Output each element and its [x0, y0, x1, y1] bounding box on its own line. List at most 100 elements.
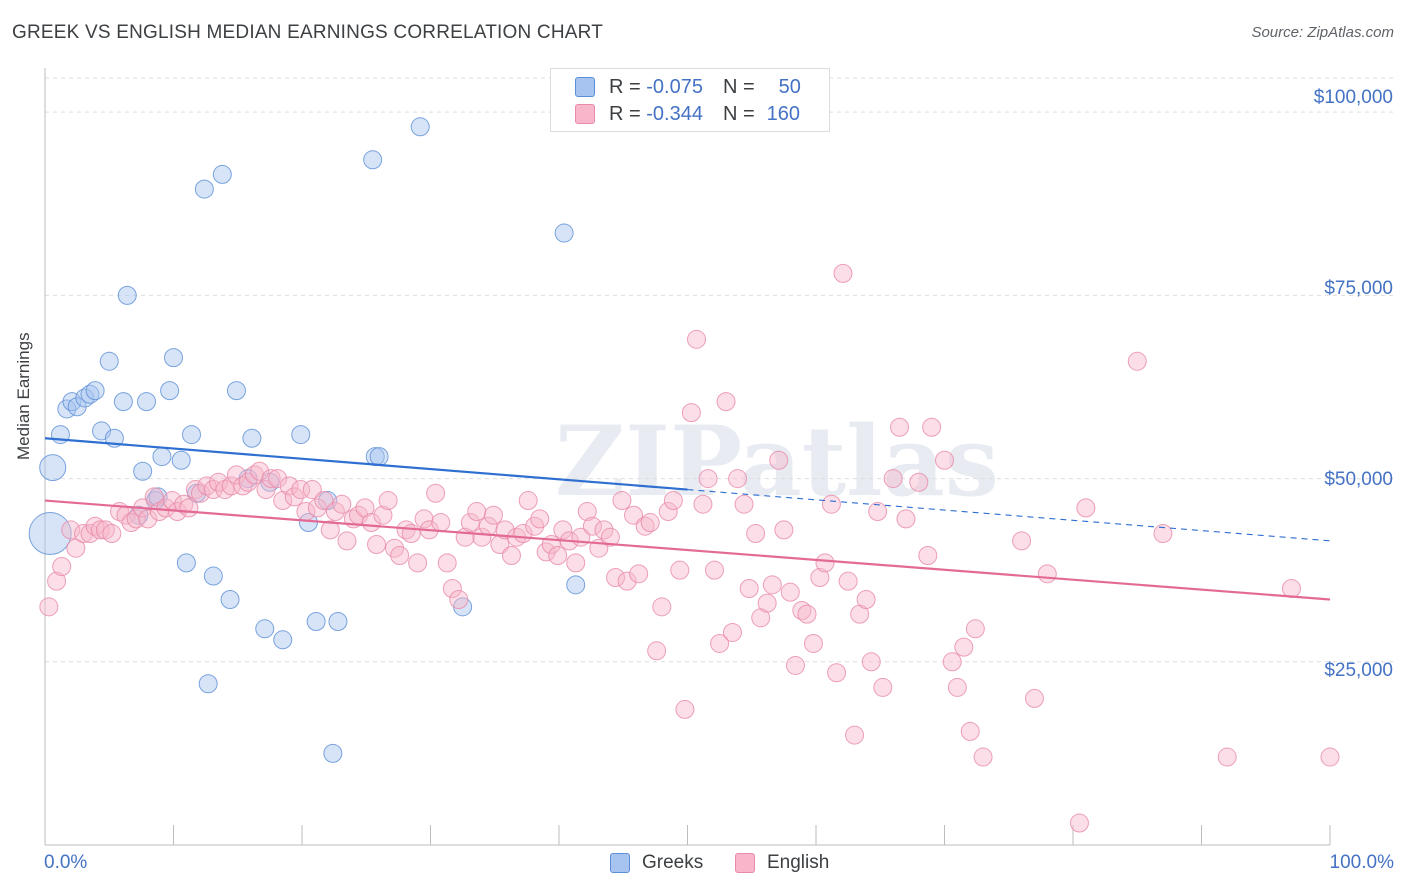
- english-point: [1012, 531, 1032, 551]
- greeks-point: [99, 351, 119, 371]
- english-point: [629, 564, 649, 584]
- english-point: [838, 571, 858, 591]
- greeks-point: [137, 392, 157, 412]
- y-tick-label-25000: $25,000: [1324, 660, 1393, 681]
- english-point: [332, 494, 352, 514]
- english-point: [302, 480, 322, 500]
- english-point: [757, 593, 777, 613]
- english-point: [408, 553, 428, 573]
- english-point: [635, 516, 655, 536]
- legend-english-r-value: -0.344: [646, 102, 703, 125]
- english-point: [624, 505, 644, 525]
- english-point: [815, 553, 835, 573]
- correlation-legend: R = -0.075 N = 50 R = -0.344 N = 160: [550, 68, 830, 132]
- english-point: [594, 520, 614, 540]
- english-point: [250, 461, 270, 481]
- english-point: [197, 476, 217, 496]
- english-point: [1076, 498, 1096, 518]
- english-point: [378, 491, 398, 511]
- english-point: [47, 571, 67, 591]
- english-point: [495, 520, 515, 540]
- english-point: [431, 513, 451, 533]
- y-tick-label-100000: $100,000: [1313, 87, 1393, 108]
- english-point: [373, 505, 393, 525]
- english-point: [325, 502, 345, 522]
- english-point: [467, 502, 487, 522]
- legend-r-label: R =: [609, 75, 641, 98]
- english-point: [652, 597, 672, 617]
- greeks-trend-extension: [687, 488, 1331, 542]
- english-point: [1217, 747, 1237, 767]
- greeks-point: [28, 512, 72, 556]
- english-point: [810, 568, 830, 588]
- greeks-point: [306, 611, 326, 631]
- english-point: [52, 557, 72, 577]
- english-point: [426, 483, 446, 503]
- english-point: [827, 663, 847, 683]
- english-point: [792, 600, 812, 620]
- english-point: [734, 494, 754, 514]
- english-point: [856, 589, 876, 609]
- english-point: [739, 578, 759, 598]
- greeks-point: [242, 428, 262, 448]
- greeks-point: [220, 589, 240, 609]
- english-point: [1069, 813, 1089, 833]
- english-point: [144, 487, 164, 507]
- english-trend-line: [44, 499, 1331, 601]
- english-point: [896, 509, 916, 529]
- english-point: [102, 524, 122, 544]
- english-point: [215, 480, 235, 500]
- greeks-point: [80, 384, 100, 404]
- english-point: [935, 450, 954, 470]
- english-point: [179, 498, 199, 518]
- english-point: [39, 597, 59, 617]
- legend-item-english: English: [735, 852, 829, 874]
- english-point: [530, 509, 550, 529]
- english-point: [780, 582, 800, 602]
- english-point: [314, 491, 334, 511]
- english-point: [640, 513, 660, 533]
- english-point: [918, 546, 938, 566]
- english-point: [566, 553, 586, 573]
- english-point: [238, 472, 258, 492]
- english-point: [126, 509, 146, 529]
- greeks-point: [164, 348, 183, 368]
- greeks-point: [113, 392, 133, 412]
- greeks-point: [62, 392, 82, 412]
- english-legend-icon: [735, 853, 755, 873]
- legend-greeks-label: Greeks: [642, 852, 704, 873]
- greeks-point: [39, 454, 67, 482]
- english-point: [716, 392, 736, 412]
- greeks-point: [117, 285, 137, 305]
- y-tick-label-50000: $50,000: [1324, 469, 1393, 490]
- english-point: [960, 721, 980, 741]
- english-point: [553, 520, 573, 540]
- english-point: [138, 509, 158, 529]
- english-point: [174, 494, 194, 514]
- english-point: [66, 538, 86, 558]
- english-point: [1320, 747, 1340, 767]
- english-point: [261, 469, 281, 489]
- greeks-point: [176, 553, 196, 573]
- legend-row-greeks: R = -0.075 N = 50: [575, 74, 801, 100]
- english-point: [769, 450, 789, 470]
- greeks-point: [152, 447, 172, 467]
- english-point: [1024, 688, 1044, 708]
- greeks-point: [203, 566, 223, 586]
- english-point: [61, 520, 81, 540]
- english-point: [442, 578, 462, 598]
- english-point: [686, 329, 706, 349]
- greeks-point: [75, 388, 95, 408]
- greeks-point: [194, 179, 214, 199]
- legend-item-greeks: Greeks: [610, 852, 703, 874]
- english-point: [1153, 524, 1173, 544]
- english-point: [208, 472, 228, 492]
- english-point: [663, 491, 683, 511]
- english-point: [1037, 564, 1057, 584]
- legend-english-label: English: [767, 852, 830, 873]
- english-point: [307, 498, 327, 518]
- english-point: [658, 502, 678, 522]
- greeks-point: [363, 150, 383, 170]
- english-point: [600, 527, 620, 547]
